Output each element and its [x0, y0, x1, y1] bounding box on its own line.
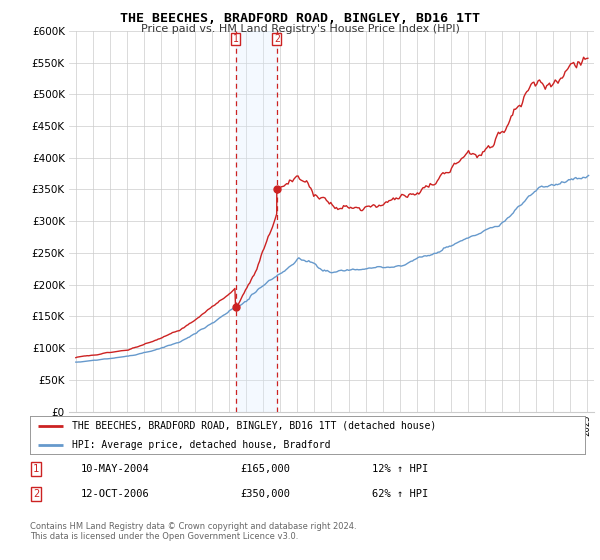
- Text: 62% ↑ HPI: 62% ↑ HPI: [372, 489, 428, 499]
- Text: 10-MAY-2004: 10-MAY-2004: [81, 464, 150, 474]
- Text: £165,000: £165,000: [240, 464, 290, 474]
- Text: 12% ↑ HPI: 12% ↑ HPI: [372, 464, 428, 474]
- Text: £350,000: £350,000: [240, 489, 290, 499]
- Text: HPI: Average price, detached house, Bradford: HPI: Average price, detached house, Brad…: [71, 440, 330, 450]
- Text: THE BEECHES, BRADFORD ROAD, BINGLEY, BD16 1TT: THE BEECHES, BRADFORD ROAD, BINGLEY, BD1…: [120, 12, 480, 25]
- Bar: [236, 31, 277, 412]
- Text: 12-OCT-2006: 12-OCT-2006: [81, 489, 150, 499]
- Text: THE BEECHES, BRADFORD ROAD, BINGLEY, BD16 1TT (detached house): THE BEECHES, BRADFORD ROAD, BINGLEY, BD1…: [71, 421, 436, 431]
- Text: Contains HM Land Registry data © Crown copyright and database right 2024.
This d: Contains HM Land Registry data © Crown c…: [30, 522, 356, 542]
- Text: Price paid vs. HM Land Registry's House Price Index (HPI): Price paid vs. HM Land Registry's House …: [140, 24, 460, 34]
- Text: 1: 1: [233, 34, 238, 44]
- Text: 1: 1: [33, 464, 39, 474]
- Text: 2: 2: [274, 34, 280, 44]
- Text: 2: 2: [33, 489, 39, 499]
